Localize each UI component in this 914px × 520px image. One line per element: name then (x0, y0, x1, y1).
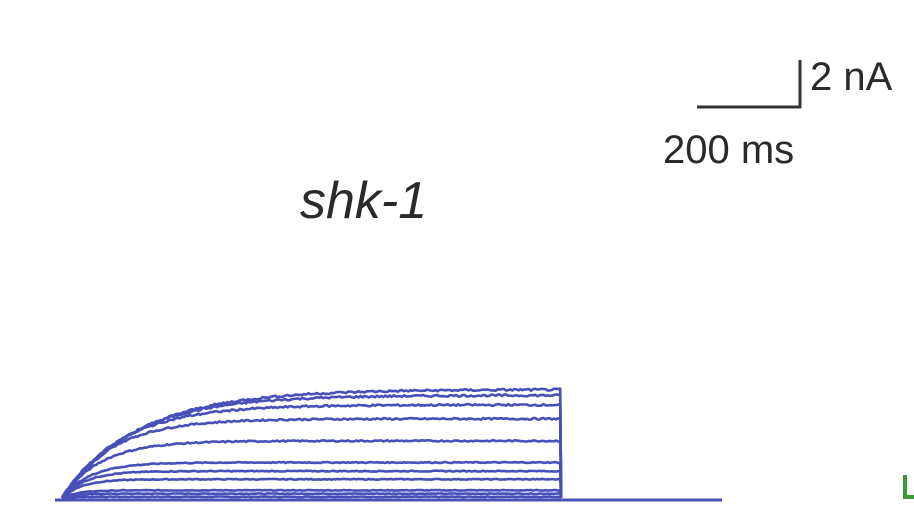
trace-title: shk-1 (300, 172, 427, 230)
current-trace-11 (61, 387, 563, 500)
current-trace-3 (61, 488, 563, 500)
current-trace-4 (61, 477, 563, 500)
scale-bar: 2 nA 200 ms (663, 55, 893, 172)
current-traces (60, 387, 563, 500)
current-trace-10 (60, 393, 563, 499)
scale-bar-time-label: 200 ms (663, 128, 794, 172)
current-trace-8 (60, 416, 563, 499)
current-trace-2 (61, 492, 563, 500)
edge-mark (903, 475, 914, 499)
current-trace-6 (60, 460, 563, 499)
scale-bar-current-label: 2 nA (810, 55, 893, 99)
current-trace-1 (61, 495, 563, 500)
current-trace-7 (60, 438, 563, 499)
current-trace-5 (61, 469, 563, 499)
